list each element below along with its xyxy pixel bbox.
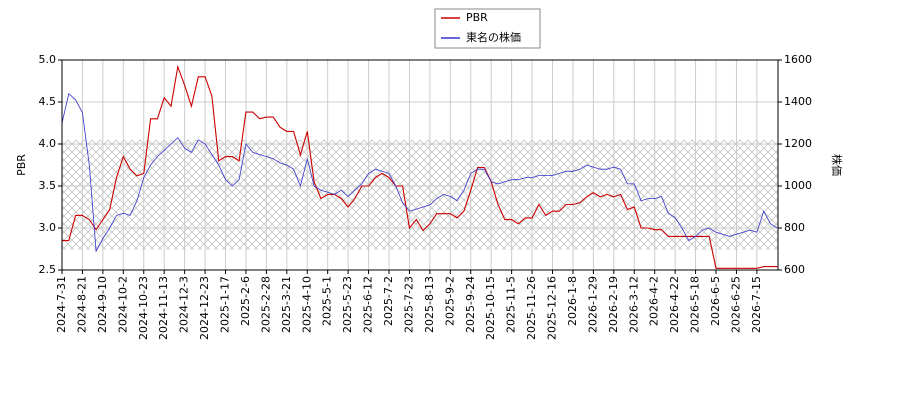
x-tick-label: 2025-10-15 — [484, 276, 497, 340]
shaded-range — [62, 139, 778, 250]
x-tick-label: 2025-9-2 — [443, 276, 456, 326]
x-tick-label: 2025-11-26 — [525, 276, 538, 340]
series-line — [62, 64, 778, 269]
x-tick-label: 2024-7-31 — [55, 276, 68, 333]
y2-tick-label: 1400 — [784, 95, 812, 108]
y2-tick-label: 1600 — [784, 53, 812, 66]
x-tick-label: 2025-7-23 — [402, 276, 415, 333]
x-tick-label: 2026-4-22 — [668, 276, 681, 333]
x-tick-label: 2026-4-2 — [648, 276, 661, 326]
y2-axis-label: 株価 — [830, 154, 844, 176]
x-tick-label: 2024-10-2 — [116, 276, 129, 333]
x-tick-label: 2026-7-15 — [750, 276, 763, 333]
x-tick-label: 2026-2-19 — [607, 276, 620, 333]
y-tick-label: 2.5 — [39, 263, 57, 276]
x-tick-label: 2025-6-12 — [362, 276, 375, 333]
x-tick-label: 2025-12-16 — [546, 276, 559, 340]
x-tick-label: 2025-4-10 — [300, 276, 313, 333]
x-tick-label: 2026-6-25 — [729, 276, 742, 333]
x-tick-label: 2024-8-21 — [75, 276, 88, 333]
x-tick-label: 2026-1-29 — [586, 276, 599, 333]
y-axis-label: PBR — [15, 154, 28, 176]
x-tick-label: 2025-11-5 — [505, 276, 518, 333]
x-tick-label: 2026-6-5 — [709, 276, 722, 326]
y2-tick-label: 1000 — [784, 179, 812, 192]
x-tick-label: 2025-8-13 — [423, 276, 436, 333]
y-tick-label: 3.0 — [39, 221, 57, 234]
x-tick-label: 2024-10-23 — [137, 276, 150, 340]
x-tick-label: 2026-5-18 — [689, 276, 702, 333]
x-tick-label: 2025-1-17 — [219, 276, 232, 333]
x-tick-label: 2025-2-28 — [259, 276, 272, 333]
y-tick-label: 4.5 — [39, 95, 57, 108]
y2-tick-label: 600 — [784, 263, 805, 276]
x-tick-label: 2025-2-6 — [239, 276, 252, 326]
legend-label: PBR — [466, 11, 488, 24]
x-tick-label: 2024-11-13 — [157, 276, 170, 340]
legend-box — [434, 8, 541, 49]
series-line — [61, 92, 778, 253]
y-tick-label: 4.0 — [39, 137, 57, 150]
x-tick-label: 2025-5-1 — [321, 276, 334, 326]
x-tick-label: 2024-12-3 — [178, 276, 191, 333]
y-tick-label: 5.0 — [39, 53, 57, 66]
plot-frame — [61, 59, 779, 271]
legend-label: 東名の株価 — [466, 30, 521, 44]
x-tick-label: 2025-5-23 — [341, 276, 354, 333]
x-tick-label: 2025-7-2 — [382, 276, 395, 326]
x-tick-label: 2026-3-12 — [627, 276, 640, 333]
y2-tick-label: 800 — [784, 221, 805, 234]
y2-tick-label: 1200 — [784, 137, 812, 150]
x-tick-label: 2025-3-21 — [280, 276, 293, 333]
x-tick-label: 2025-9-24 — [464, 276, 477, 333]
y-tick-label: 3.5 — [39, 179, 57, 192]
x-tick-label: 2026-1-8 — [566, 276, 579, 326]
x-tick-label: 2024-9-10 — [96, 276, 109, 333]
x-tick-label: 2024-12-23 — [198, 276, 211, 340]
